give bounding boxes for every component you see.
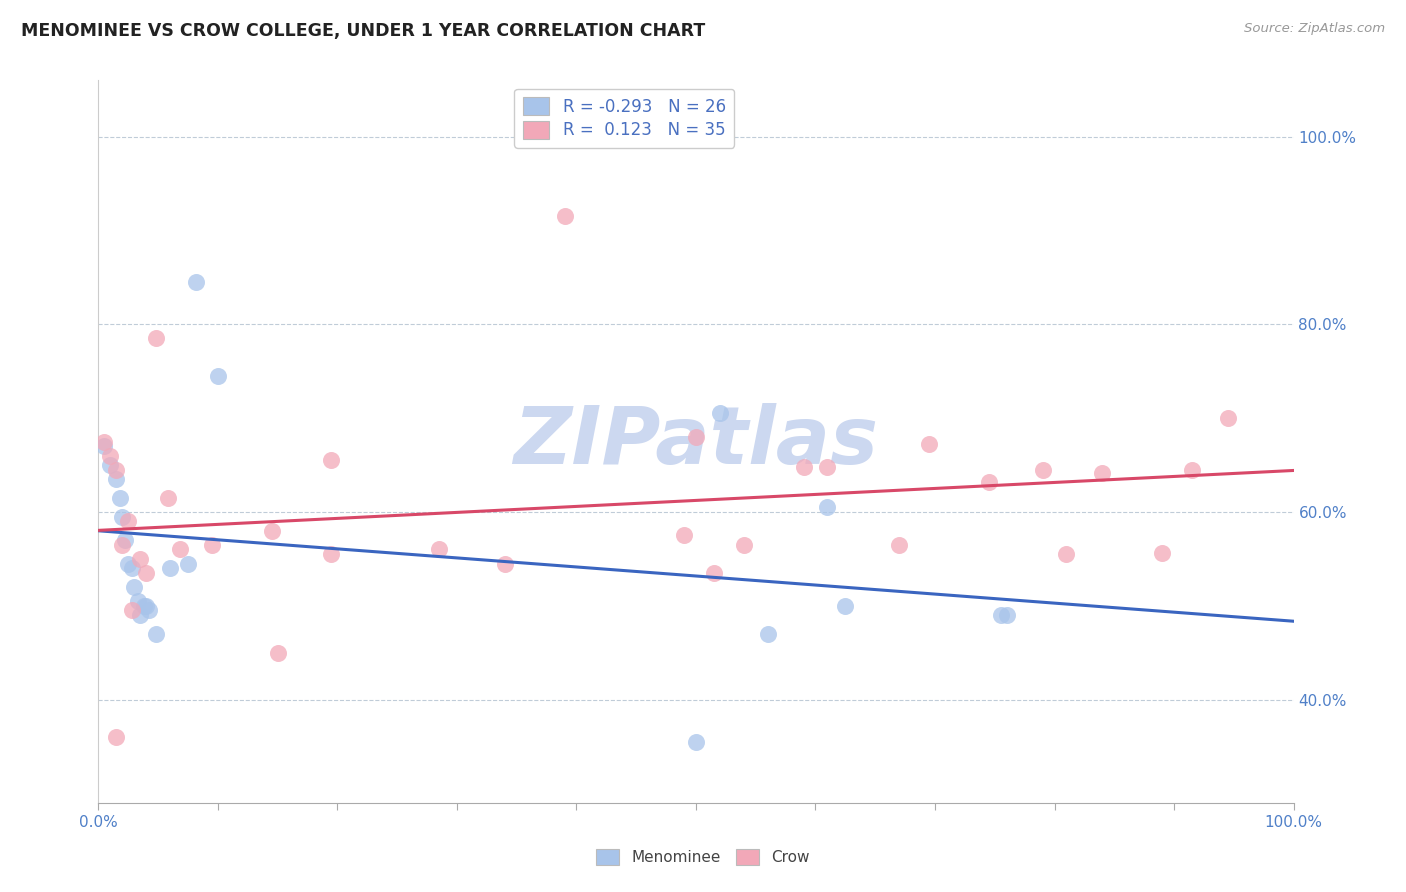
Point bbox=[685, 430, 707, 444]
Point bbox=[98, 449, 122, 463]
Point bbox=[1032, 463, 1054, 477]
Point bbox=[793, 459, 815, 474]
Point bbox=[815, 500, 838, 515]
Point bbox=[709, 406, 731, 420]
Point bbox=[129, 551, 152, 566]
Point bbox=[108, 491, 131, 505]
Point bbox=[756, 627, 779, 641]
Point bbox=[117, 514, 139, 528]
Point bbox=[145, 331, 167, 345]
Point bbox=[111, 509, 134, 524]
Point bbox=[177, 557, 200, 571]
Point bbox=[132, 599, 155, 613]
Point bbox=[135, 566, 157, 580]
Point bbox=[321, 547, 343, 561]
Point bbox=[321, 453, 343, 467]
Point bbox=[201, 538, 224, 552]
Point bbox=[129, 608, 152, 623]
Point bbox=[207, 368, 229, 383]
Point bbox=[703, 566, 725, 580]
Point bbox=[93, 439, 115, 453]
Point bbox=[159, 561, 181, 575]
Point bbox=[1091, 466, 1114, 480]
Point bbox=[260, 524, 283, 538]
Point bbox=[145, 627, 167, 641]
Point bbox=[554, 210, 576, 224]
Point bbox=[995, 608, 1018, 623]
Point bbox=[918, 437, 941, 451]
Legend: Menominee, Crow: Menominee, Crow bbox=[591, 843, 815, 871]
Point bbox=[815, 459, 838, 474]
Text: Source: ZipAtlas.com: Source: ZipAtlas.com bbox=[1244, 22, 1385, 36]
Point bbox=[990, 608, 1012, 623]
Point bbox=[138, 603, 160, 617]
Point bbox=[494, 557, 516, 571]
Point bbox=[1056, 547, 1078, 561]
Point bbox=[186, 275, 208, 289]
Point bbox=[427, 542, 450, 557]
Point bbox=[105, 472, 128, 486]
Point bbox=[93, 434, 115, 449]
Point bbox=[156, 491, 179, 505]
Point bbox=[169, 542, 191, 557]
Point bbox=[1216, 411, 1239, 425]
Point bbox=[267, 646, 290, 660]
Point bbox=[1152, 546, 1174, 560]
Point bbox=[114, 533, 136, 547]
Point bbox=[834, 599, 856, 613]
Point bbox=[124, 580, 146, 594]
Point bbox=[889, 538, 911, 552]
Point bbox=[121, 603, 143, 617]
Point bbox=[1181, 463, 1204, 477]
Point bbox=[673, 528, 696, 542]
Point bbox=[121, 561, 143, 575]
Legend: R = -0.293   N = 26, R =  0.123   N = 35: R = -0.293 N = 26, R = 0.123 N = 35 bbox=[515, 88, 734, 147]
Point bbox=[685, 735, 707, 749]
Point bbox=[111, 538, 134, 552]
Point bbox=[733, 538, 755, 552]
Point bbox=[977, 475, 1000, 489]
Point bbox=[135, 599, 157, 613]
Text: MENOMINEE VS CROW COLLEGE, UNDER 1 YEAR CORRELATION CHART: MENOMINEE VS CROW COLLEGE, UNDER 1 YEAR … bbox=[21, 22, 706, 40]
Point bbox=[105, 730, 128, 744]
Text: ZIPatlas: ZIPatlas bbox=[513, 402, 879, 481]
Point bbox=[127, 594, 149, 608]
Point bbox=[98, 458, 122, 472]
Point bbox=[105, 463, 128, 477]
Point bbox=[117, 557, 139, 571]
